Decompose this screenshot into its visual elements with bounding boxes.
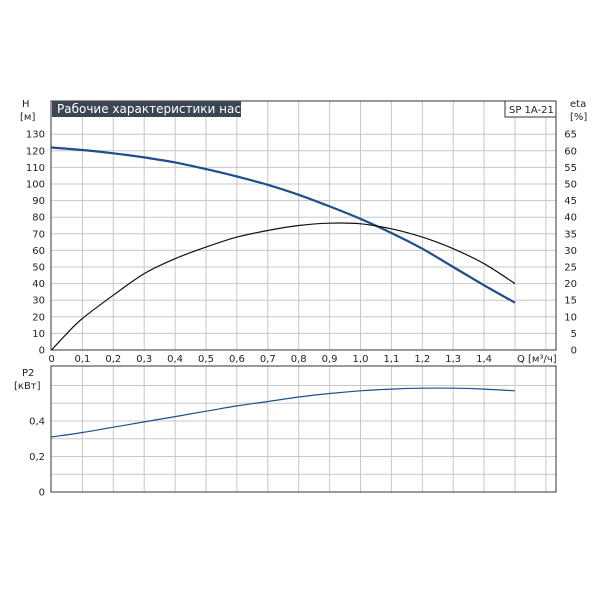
y-axis-right-label-name: eta <box>570 99 586 110</box>
p2-axis-label-unit: [кВт] <box>14 381 41 392</box>
model-label-box <box>504 100 557 118</box>
y-axis-left-label-name: H <box>22 99 30 110</box>
y-left-tick-label: 40 <box>32 279 45 290</box>
y-right-tick-label: 60 <box>564 146 577 157</box>
x-tick-label: 1,0 <box>353 354 369 365</box>
y-left-tick-label: 70 <box>32 229 45 240</box>
bottom-chart-grid <box>51 366 556 492</box>
y-left-tick-label: 80 <box>32 213 45 224</box>
x-axis-label-q: Q <box>517 354 525 365</box>
y-left-tick-label: 10 <box>32 329 45 340</box>
y-right-tick-label: 45 <box>564 196 577 207</box>
p2-tick-label: 0 <box>39 488 45 499</box>
y-right-tick-label: 5 <box>571 329 577 340</box>
y-right-tick-label: 25 <box>564 263 577 274</box>
y-left-tick-label: 100 <box>26 180 45 191</box>
y-left-tick-label: 60 <box>32 246 45 257</box>
x-tick-label: 0,1 <box>74 354 90 365</box>
x-tick-label: 1,1 <box>383 354 399 365</box>
y-left-tick-labels: 0 10 20 30 40 50 60 70 80 90 100 110 120 130 <box>26 130 45 357</box>
y-left-tick-label: 20 <box>32 312 45 323</box>
y-right-tick-label: 35 <box>564 229 577 240</box>
y-right-tick-label: 65 <box>564 130 577 141</box>
x-tick-label: 0,2 <box>105 354 121 365</box>
top-chart-frame <box>50 100 557 351</box>
y-right-tick-label: 0 <box>571 346 577 357</box>
y-left-tick-label: 120 <box>26 146 45 157</box>
y-left-tick-label: 90 <box>32 196 45 207</box>
x-tick-label: 0,9 <box>322 354 338 365</box>
y-axis-left-label-unit: [м] <box>20 112 35 123</box>
x-tick-label: 0,7 <box>260 354 276 365</box>
x-tick-label: 1,2 <box>414 354 430 365</box>
efficiency-curve <box>51 222 516 351</box>
y-right-tick-label: 55 <box>564 163 577 174</box>
x-tick-label: 0,4 <box>167 354 183 365</box>
y-left-tick-label: 50 <box>32 263 45 274</box>
p2-tick-label: 0,4 <box>29 417 45 428</box>
y-left-tick-label: 0 <box>39 346 45 357</box>
y-right-tick-label: 20 <box>564 279 577 290</box>
bottom-chart-frame <box>50 365 557 493</box>
x-tick-label: 0 <box>48 354 54 365</box>
y-axis-right-label-unit: [%] <box>570 112 587 123</box>
top-chart-grid <box>51 101 556 350</box>
model-label: SP 1A-21 <box>509 105 554 116</box>
y-right-tick-label: 40 <box>564 213 577 224</box>
y-left-tick-label: 110 <box>26 163 45 174</box>
x-tick-label: 1,3 <box>445 354 461 365</box>
x-tick-label: 1,4 <box>476 354 492 365</box>
y-right-tick-label: 50 <box>564 180 577 191</box>
curves <box>51 146 516 438</box>
y-right-tick-label: 10 <box>564 312 577 323</box>
y-left-tick-label: 130 <box>26 130 45 141</box>
p2-tick-labels: 0 0,2 0,4 <box>29 417 45 499</box>
y-left-tick-label: 30 <box>32 296 45 307</box>
power-curve <box>51 387 516 438</box>
x-tick-label: 0,5 <box>198 354 214 365</box>
x-tick-label: 0,6 <box>229 354 245 365</box>
p2-tick-label: 0,2 <box>29 452 45 463</box>
x-tick-label: 0,3 <box>136 354 152 365</box>
y-right-tick-label: 15 <box>564 296 577 307</box>
head-curve <box>51 146 516 304</box>
p2-axis-label-name: P2 <box>22 368 34 379</box>
x-tick-label: 0,8 <box>291 354 307 365</box>
x-axis-label-unit: [м³/ч] <box>528 354 557 365</box>
y-right-tick-labels: 0 5 10 15 20 25 30 35 40 45 50 55 60 65 <box>564 130 577 357</box>
chart-title-box <box>52 101 241 117</box>
chart-title: Рабочие характеристики насоса <box>57 102 262 116</box>
y-right-tick-label: 30 <box>564 246 577 257</box>
x-tick-labels: 0 0,1 0,2 0,3 0,4 0,5 0,6 0,7 0,8 0,9 1,0 1,1 1,2 1,3… <box>48 354 492 365</box>
